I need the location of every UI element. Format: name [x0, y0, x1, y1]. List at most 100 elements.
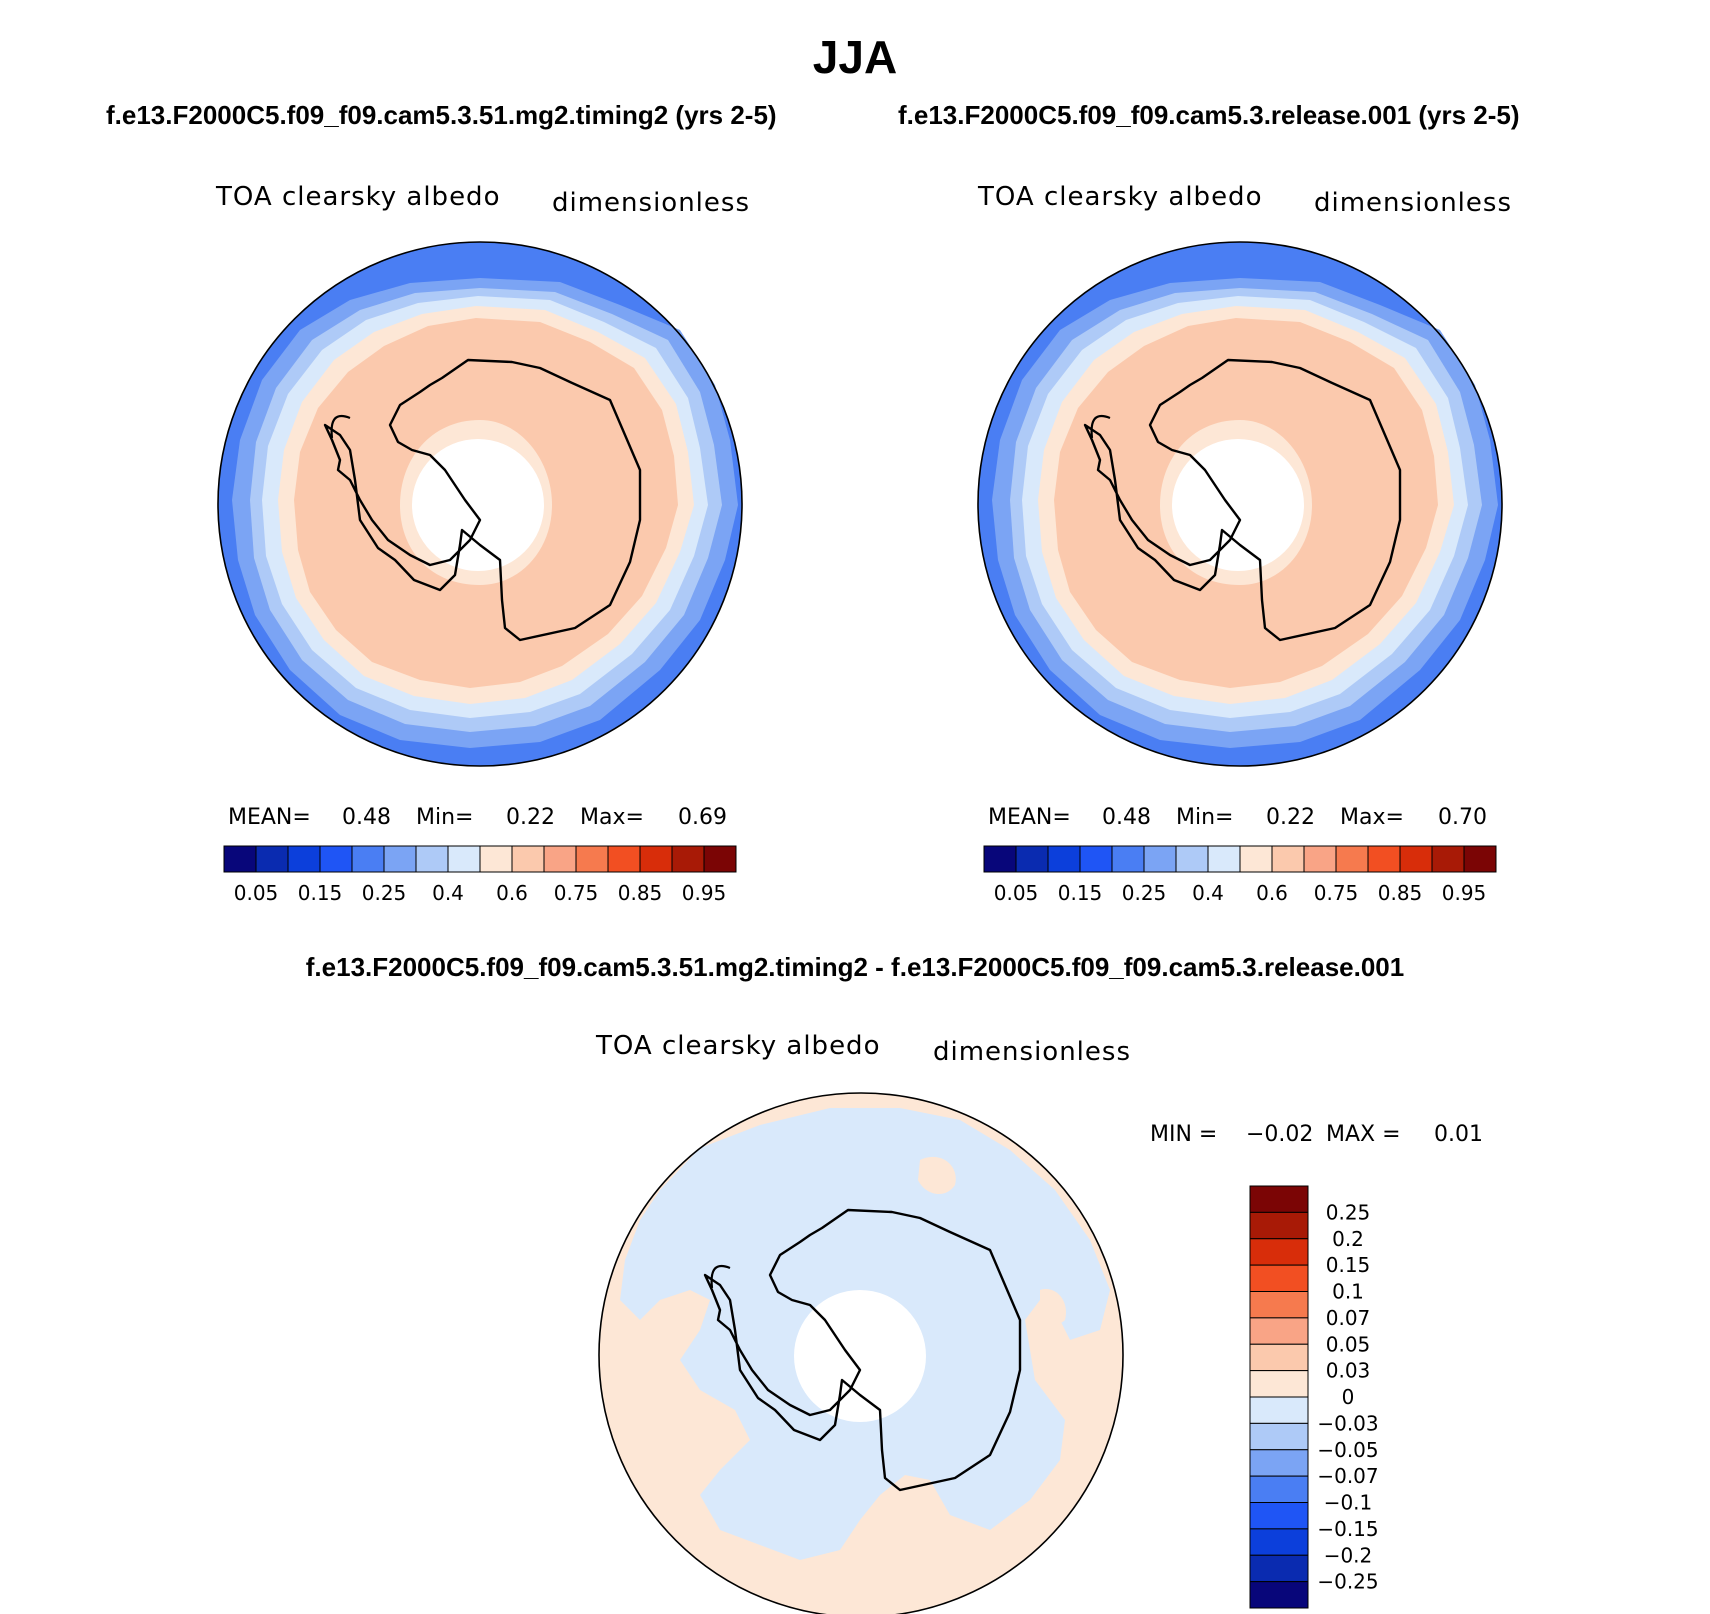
panel-1-mean-label: MEAN=	[228, 805, 311, 830]
panel-2-colorbar-swatch	[1463, 845, 1497, 873]
panel-2-max-value: 0.70	[1438, 805, 1487, 830]
diff-antarctica-coastline	[703, 1208, 1022, 1492]
panel-2-variable-label: TOA clearsky albedo	[978, 182, 1263, 212]
diff-max-label: MAX =	[1326, 1122, 1401, 1147]
panel-2-colorbar-swatch	[1079, 845, 1113, 873]
panel-2-colorbar-swatch	[1143, 845, 1177, 873]
diff-colorbar-tick-label: −0.07	[1317, 1464, 1378, 1488]
panel-2-colorbar-swatch	[1367, 845, 1401, 873]
panel-2-max-label: Max=	[1340, 805, 1404, 830]
panel-1-max-value: 0.69	[678, 805, 727, 830]
diff-colorbar-tick-label: −0.1	[1324, 1491, 1373, 1515]
panel-1-colorbar-tick-label: 0.95	[682, 881, 727, 905]
panel-1-variable-label: TOA clearsky albedo	[216, 182, 501, 212]
diff-colorbar-tick-label: −0.05	[1317, 1438, 1378, 1462]
diff-positive-patch	[918, 1156, 956, 1195]
panel-1-colorbar-swatch	[255, 845, 289, 873]
panel-2-antarctica-coastline	[1083, 358, 1402, 642]
diff-colorbar-tick-label: 0.03	[1326, 1359, 1371, 1383]
diff-colorbar-swatch	[1249, 1475, 1309, 1503]
diff-min-value: −0.02	[1246, 1122, 1314, 1147]
panel-1-max-label: Max=	[580, 805, 644, 830]
panel-2-colorbar-swatch	[983, 845, 1017, 873]
diff-min-label: MIN =	[1150, 1122, 1218, 1147]
diff-colorbar-tick-label: −0.03	[1317, 1411, 1378, 1435]
diff-colorbar-swatch	[1249, 1581, 1309, 1609]
panel-2-missing-data-hole	[1172, 439, 1304, 571]
panel-1-colorbar: 0.05 0.15 0.25 0.4 0.6 0.75 0.85 0.95	[223, 845, 737, 905]
panel-1-polar-map	[217, 241, 743, 767]
panel-2-colorbar-swatch	[1047, 845, 1081, 873]
diff-colorbar-swatch	[1249, 1449, 1309, 1477]
diff-colorbar-swatch	[1249, 1291, 1309, 1319]
figure-title: JJA	[812, 31, 898, 83]
panel-2-units-label: dimensionless	[1314, 188, 1512, 218]
panel-2-colorbar-tick-label: 0.05	[994, 881, 1039, 905]
panel-2-map-border	[977, 241, 1503, 767]
panel-1-colorbar-tick-label: 0.4	[432, 881, 464, 905]
panel-2-colorbar-swatch	[1399, 845, 1433, 873]
panel-1-colorbar-swatch	[479, 845, 513, 873]
diff-colorbar-tick-label: −0.15	[1317, 1517, 1378, 1541]
panel-2-colorbar-tick-label: 0.25	[1122, 881, 1167, 905]
diff-colorbar-tick-label: −0.2	[1324, 1543, 1373, 1567]
panel-2-colorbar-swatch	[1335, 845, 1369, 873]
diff-colorbar: 0.250.20.150.10.070.050.030−0.03−0.05−0.…	[1249, 1185, 1379, 1609]
diff-colorbar-tick-label: 0.15	[1326, 1253, 1371, 1277]
diff-colorbar-swatch	[1249, 1528, 1309, 1556]
diff-colorbar-tick-label: −0.25	[1317, 1570, 1378, 1594]
panel-1-units-label: dimensionless	[552, 188, 750, 218]
panel-1-colorbar-swatch	[319, 845, 353, 873]
panel-1-min-label: Min=	[416, 805, 474, 830]
panel-1-min-value: 0.22	[506, 805, 555, 830]
panel-1-antarctica-coastline	[323, 358, 642, 642]
diff-polar-map	[598, 1092, 1124, 1614]
panel-1-missing-data-hole	[412, 439, 544, 571]
diff-colorbar-swatch	[1249, 1502, 1309, 1530]
panel-1-colorbar-swatch	[607, 845, 641, 873]
diff-colorbar-swatch	[1249, 1185, 1309, 1213]
panel-1-colorbar-swatch	[383, 845, 417, 873]
diff-colorbar-swatch	[1249, 1554, 1309, 1583]
panel-1-colorbar-tick-label: 0.85	[618, 881, 663, 905]
panel-2-mean-value: 0.48	[1102, 805, 1151, 830]
panel-1-colorbar-tick-label: 0.15	[298, 881, 343, 905]
diff-colorbar-swatch	[1249, 1264, 1309, 1292]
diff-colorbar-tick-label: 0.05	[1326, 1332, 1371, 1356]
panel-1-colorbar-swatch	[671, 845, 705, 873]
panel-1-colorbar-tick-label: 0.05	[234, 881, 279, 905]
panel-1-colorbar-swatch	[511, 845, 545, 873]
diff-map-border	[598, 1092, 1124, 1614]
panel-2-colorbar-tick-label: 0.15	[1058, 881, 1103, 905]
diff-colorbar-tick-label: 0.1	[1332, 1280, 1364, 1304]
panel-2-min-value: 0.22	[1266, 805, 1315, 830]
panel-2-min-label: Min=	[1176, 805, 1234, 830]
diff-colorbar-tick-label: 0.07	[1326, 1306, 1371, 1330]
diff-colorbar-tick-label: 0.2	[1332, 1227, 1364, 1251]
panel-2-colorbar-tick-label: 0.95	[1442, 881, 1487, 905]
panel-1-colorbar-tick-label: 0.25	[362, 881, 407, 905]
panel-2-colorbar-tick-label: 0.85	[1378, 881, 1423, 905]
diff-colorbar-tick-label: 0	[1342, 1385, 1355, 1409]
diff-coast-detail	[710, 1264, 731, 1289]
panel-2-mean-label: MEAN=	[988, 805, 1071, 830]
diff-positive-patch-east	[1040, 1289, 1066, 1325]
diff-case-title: f.e13.F2000C5.f09_f09.cam5.3.51.mg2.timi…	[305, 952, 1405, 982]
diff-units-label: dimensionless	[933, 1037, 1131, 1067]
panel-2-colorbar-swatch	[1111, 845, 1145, 873]
panel-2-coast-detail	[1090, 414, 1111, 439]
panel-1-coast-detail	[330, 414, 351, 439]
panel-1-case-title: f.e13.F2000C5.f09_f09.cam5.3.51.mg2.timi…	[106, 100, 777, 130]
diff-colorbar-swatch	[1249, 1211, 1309, 1240]
panel-1-mean-value: 0.48	[342, 805, 391, 830]
panel-1-colorbar-swatch	[703, 845, 737, 873]
panel-2-colorbar-swatch	[1207, 845, 1241, 873]
panel-1-colorbar-swatch	[575, 845, 609, 873]
panel-2-colorbar-swatch	[1239, 845, 1273, 873]
panel-1-colorbar-swatch	[351, 845, 385, 873]
panel-2-colorbar-tick-label: 0.6	[1256, 881, 1288, 905]
panel-2-colorbar-swatch	[1175, 845, 1209, 873]
panel-2-case-title: f.e13.F2000C5.f09_f09.cam5.3.release.001…	[898, 100, 1520, 130]
diff-max-value: 0.01	[1434, 1122, 1483, 1147]
